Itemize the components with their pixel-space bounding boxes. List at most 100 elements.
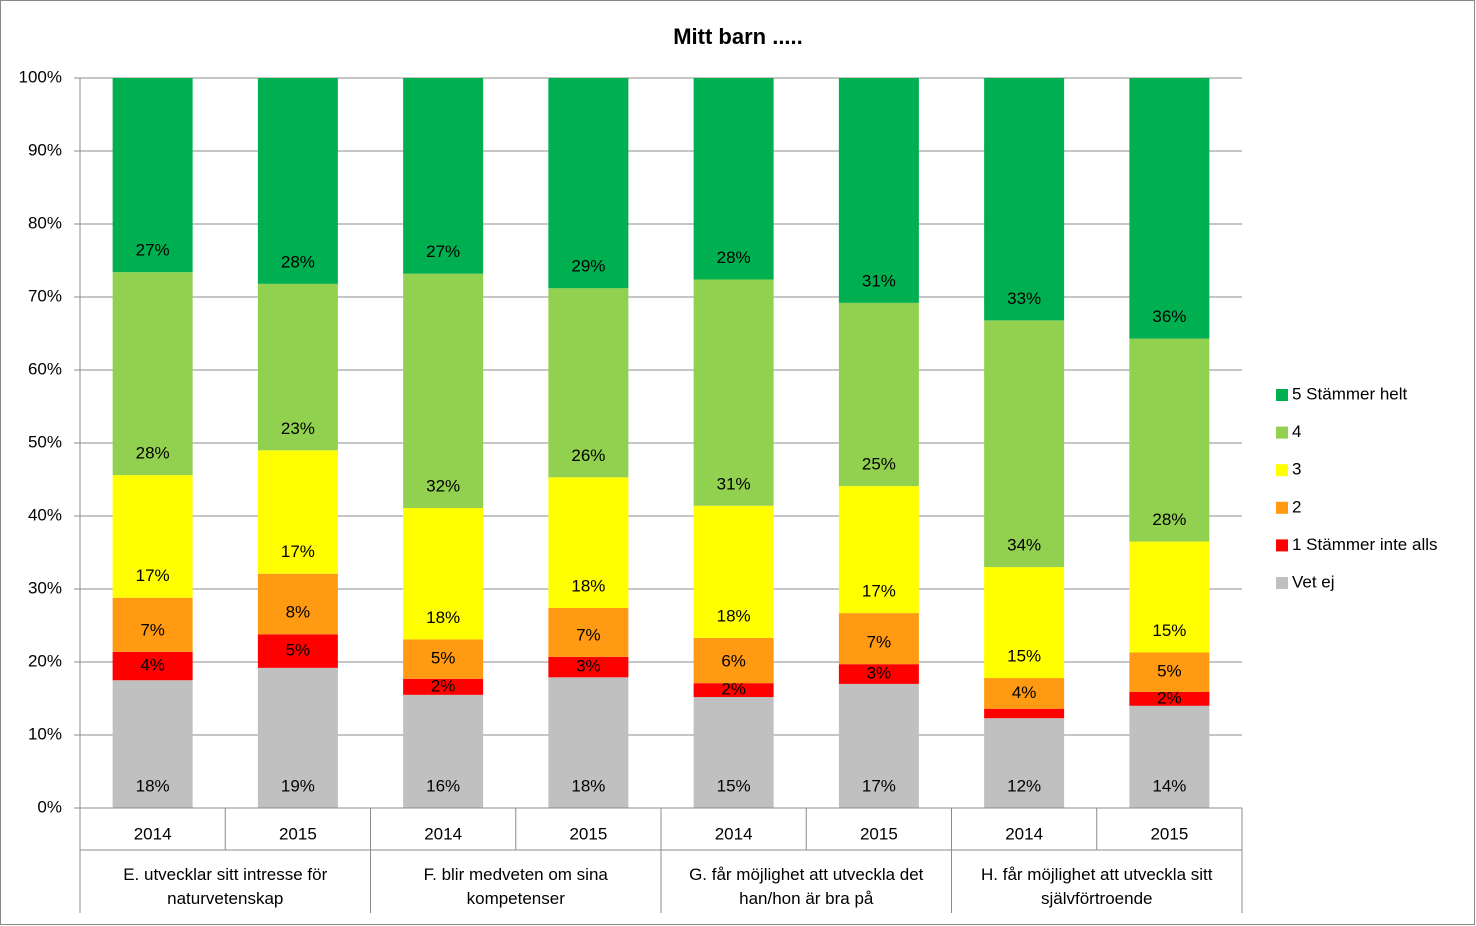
bar-segment bbox=[257, 667, 338, 808]
data-label: 36% bbox=[1152, 307, 1186, 326]
bar-segment bbox=[403, 273, 484, 508]
data-label: 23% bbox=[281, 419, 315, 438]
x-tick-label: 2015 bbox=[1150, 824, 1188, 843]
y-tick-label: 40% bbox=[28, 505, 62, 524]
data-label: 16% bbox=[426, 776, 460, 795]
legend-marker bbox=[1276, 501, 1288, 514]
data-label: 14% bbox=[1152, 776, 1186, 795]
data-label: 7% bbox=[576, 625, 601, 644]
y-tick-label: 10% bbox=[28, 724, 62, 743]
bar-segment bbox=[257, 634, 338, 668]
y-tick-label: 70% bbox=[28, 286, 62, 305]
data-label: 4% bbox=[140, 655, 165, 674]
data-label: 28% bbox=[136, 444, 170, 463]
bar-segment bbox=[403, 678, 484, 695]
bar-segment bbox=[1129, 652, 1210, 692]
data-label: 26% bbox=[571, 446, 605, 465]
data-label: 6% bbox=[721, 652, 746, 671]
bar-segment bbox=[403, 639, 484, 679]
bar-segment bbox=[693, 697, 774, 808]
y-tick-label: 100% bbox=[19, 67, 62, 86]
bar-segment bbox=[403, 78, 484, 274]
data-label: 2% bbox=[721, 680, 746, 699]
x-tick-label: 2015 bbox=[279, 824, 317, 843]
y-tick-label: 20% bbox=[28, 651, 62, 670]
data-label: 18% bbox=[571, 776, 605, 795]
data-label: 15% bbox=[1152, 621, 1186, 640]
legend-label: 4 bbox=[1292, 422, 1301, 441]
x-tick-label: 2014 bbox=[424, 824, 462, 843]
bar-segment bbox=[257, 283, 338, 451]
data-label: 18% bbox=[571, 576, 605, 595]
group-label: H. får möjlighet att utveckla sitt själv… bbox=[981, 865, 1213, 908]
group-label: G. får möjlighet att utveckla det han/ho… bbox=[689, 865, 924, 908]
bar-segment bbox=[838, 613, 919, 665]
data-label: 19% bbox=[281, 776, 315, 795]
bar-segment bbox=[1129, 705, 1210, 808]
legend-label: 2 bbox=[1292, 497, 1301, 516]
legend-marker bbox=[1276, 389, 1288, 401]
legend-marker bbox=[1276, 539, 1288, 552]
legend-label: 3 bbox=[1292, 460, 1301, 479]
bar-segment bbox=[838, 302, 919, 487]
bar-segment bbox=[112, 597, 193, 652]
bar-segment bbox=[1129, 338, 1210, 542]
bar-segment bbox=[257, 573, 338, 635]
data-label: 7% bbox=[140, 620, 165, 639]
bar-segment bbox=[1129, 541, 1210, 653]
bar-segment bbox=[1129, 78, 1210, 339]
legend-marker bbox=[1276, 577, 1288, 589]
bar-segment bbox=[984, 718, 1065, 808]
x-tick-label: 2014 bbox=[1005, 824, 1043, 843]
data-label: 17% bbox=[862, 582, 896, 601]
data-label: 12% bbox=[1007, 776, 1041, 795]
data-label: 18% bbox=[136, 776, 170, 795]
data-label: 32% bbox=[426, 476, 460, 495]
y-tick-label: 60% bbox=[28, 359, 62, 378]
data-label: 8% bbox=[286, 603, 311, 622]
data-label: 15% bbox=[1007, 647, 1041, 666]
bar-segment bbox=[548, 607, 629, 657]
group-label: F. blir medveten om sina kompetenser bbox=[423, 865, 608, 908]
y-tick-label: 50% bbox=[28, 432, 62, 451]
data-label: 5% bbox=[286, 641, 311, 660]
bar-segment bbox=[984, 320, 1065, 568]
data-label: 3% bbox=[867, 664, 892, 683]
bar-segment bbox=[838, 486, 919, 614]
data-label: 29% bbox=[571, 257, 605, 276]
data-label: 3% bbox=[576, 657, 601, 676]
data-label: 15% bbox=[717, 776, 751, 795]
bar-segment bbox=[838, 78, 919, 303]
bar-segment bbox=[257, 78, 338, 284]
legend-marker bbox=[1276, 426, 1288, 439]
data-label: 2% bbox=[1157, 688, 1182, 707]
legend-label: 1 Stämmer inte alls bbox=[1292, 535, 1438, 554]
y-tick-label: 30% bbox=[28, 578, 62, 597]
data-label: 4% bbox=[1012, 683, 1037, 702]
bar-segment bbox=[693, 637, 774, 684]
bar-segment bbox=[403, 694, 484, 808]
y-tick-label: 90% bbox=[28, 140, 62, 159]
bar-segment bbox=[838, 683, 919, 808]
x-tick-label: 2015 bbox=[860, 824, 898, 843]
y-tick-label: 80% bbox=[28, 213, 62, 232]
bar-segment bbox=[548, 78, 629, 289]
data-label: 33% bbox=[1007, 289, 1041, 308]
bar-segment bbox=[548, 477, 629, 608]
x-tick-label: 2014 bbox=[134, 824, 172, 843]
data-label: 7% bbox=[867, 633, 892, 652]
bar-segment bbox=[838, 664, 919, 684]
data-label: 5% bbox=[431, 649, 456, 668]
legend-marker bbox=[1276, 464, 1288, 477]
bar-segment bbox=[548, 677, 629, 808]
x-tick-label: 2015 bbox=[569, 824, 607, 843]
data-label: 28% bbox=[717, 248, 751, 267]
data-label: 28% bbox=[1152, 510, 1186, 529]
bar-segment bbox=[548, 656, 629, 678]
data-label: 34% bbox=[1007, 536, 1041, 555]
legend-label: Vet ej bbox=[1292, 572, 1335, 591]
x-tick-label: 2014 bbox=[715, 824, 753, 843]
legend-label: 5 Stämmer helt bbox=[1292, 384, 1408, 403]
data-label: 31% bbox=[862, 271, 896, 290]
